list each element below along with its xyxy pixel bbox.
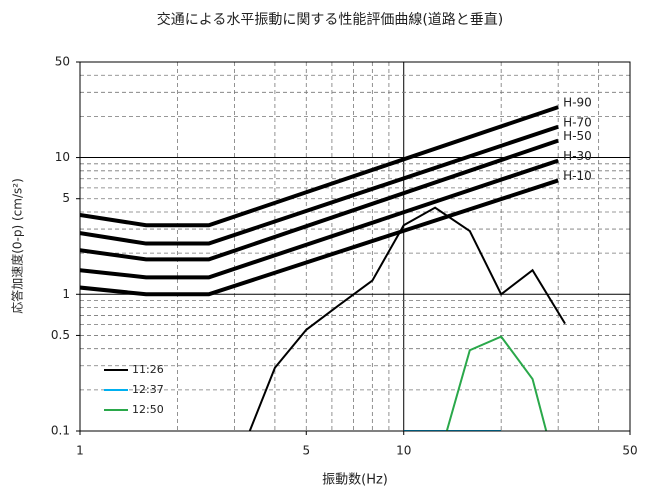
grid bbox=[80, 62, 630, 431]
x-tick-label: 10 bbox=[396, 444, 411, 458]
y-tick-label: 5 bbox=[62, 191, 70, 205]
plot-frame bbox=[79, 61, 631, 432]
series-line bbox=[248, 206, 566, 431]
curve-label: H-30 bbox=[563, 149, 592, 163]
y-tick-label: 50 bbox=[55, 55, 70, 69]
criterion-curve bbox=[80, 124, 559, 246]
plot bbox=[80, 105, 566, 431]
curve-label: H-90 bbox=[563, 96, 592, 110]
legend-label: 11:26 bbox=[132, 363, 164, 376]
criterion-curve bbox=[80, 138, 559, 262]
criterion-curve bbox=[80, 158, 559, 280]
x-tick-label: 1 bbox=[76, 444, 84, 458]
legend-label: 12:37 bbox=[132, 383, 164, 396]
y-tick-label: 10 bbox=[55, 150, 70, 164]
y-tick-label: 0.1 bbox=[51, 424, 70, 438]
y-tick-label: 0.5 bbox=[51, 328, 70, 342]
chart-title: 交通による水平振動に関する性能評価曲線(道路と垂直) bbox=[157, 11, 504, 28]
y-axis-label: 応答加速度(0-p) (cm/s²) bbox=[10, 178, 25, 314]
curve-label: H-50 bbox=[563, 129, 592, 143]
x-axis-label: 振動数(Hz) bbox=[322, 473, 388, 488]
curve-label: H-10 bbox=[563, 169, 592, 183]
curve-label: H-70 bbox=[563, 115, 592, 129]
criterion-curve bbox=[80, 178, 559, 297]
y-tick-label: 1 bbox=[62, 287, 70, 301]
legend-label: 12:50 bbox=[132, 403, 164, 416]
criterion-curve bbox=[80, 105, 559, 228]
x-tick-label: 5 bbox=[302, 444, 310, 458]
series-line bbox=[445, 335, 548, 431]
x-tick-label: 50 bbox=[622, 444, 637, 458]
